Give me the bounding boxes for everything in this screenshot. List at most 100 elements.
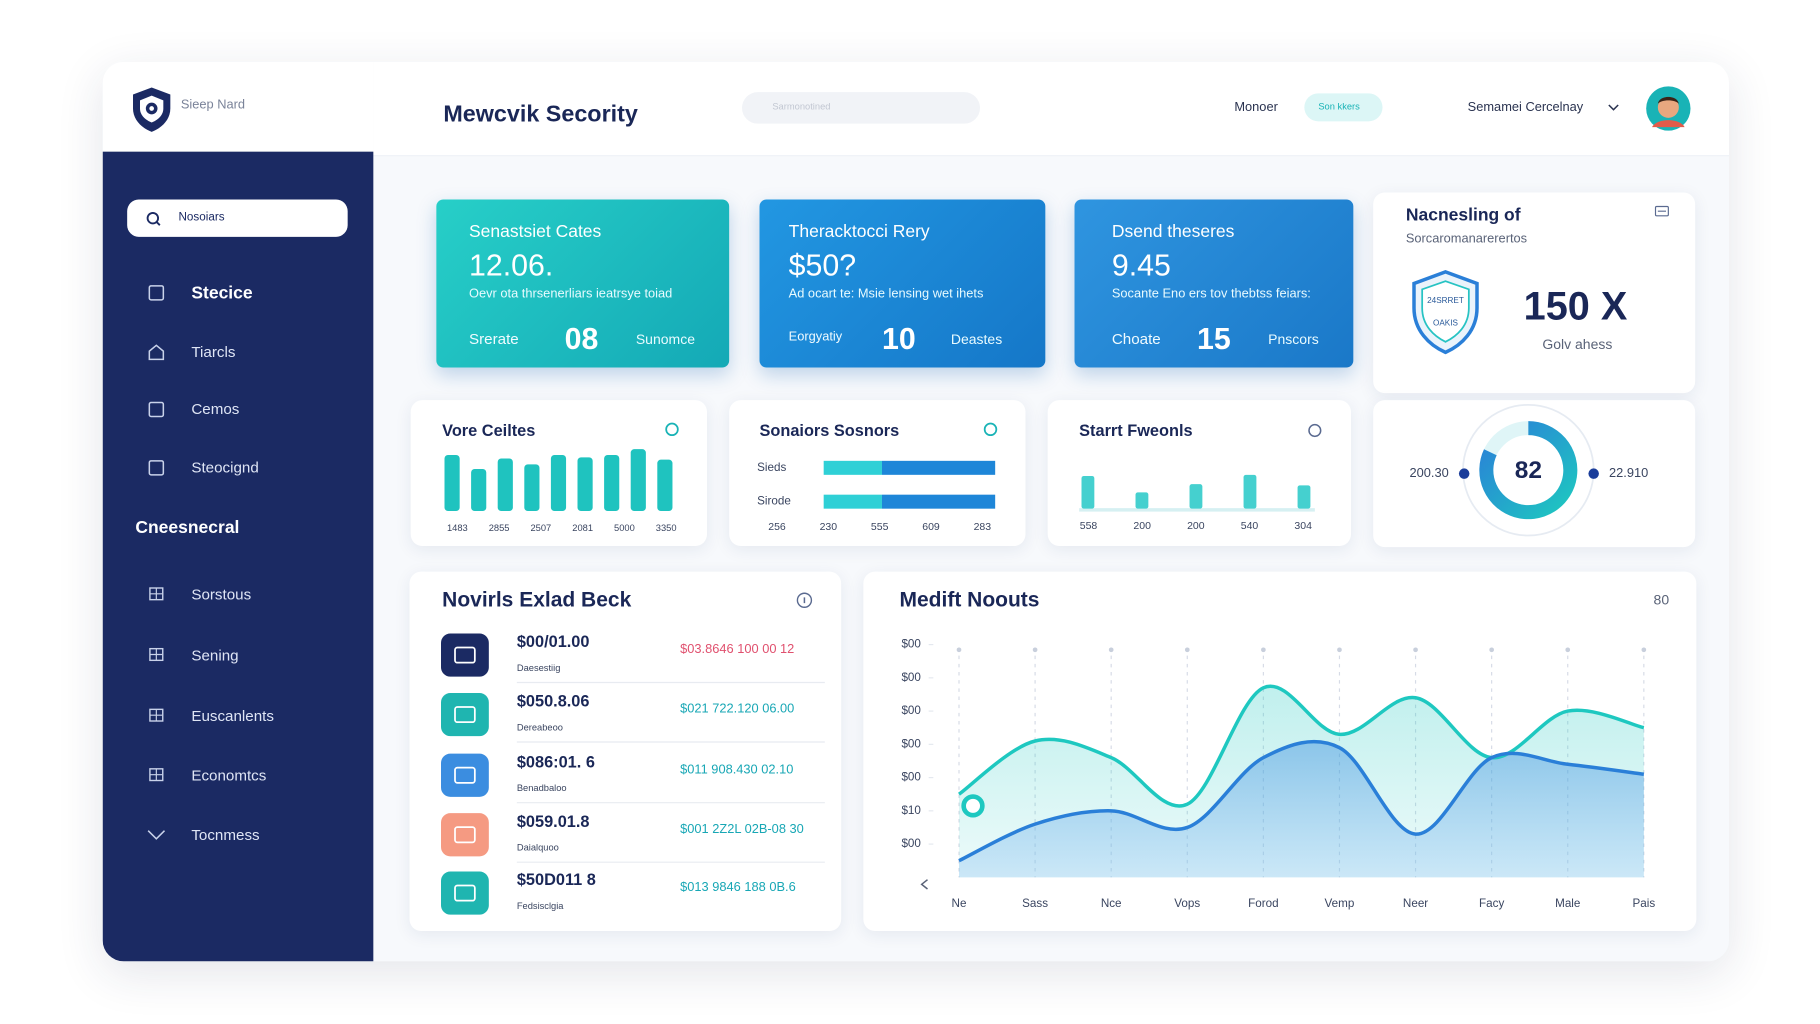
transactions-card	[409, 571, 842, 932]
header	[373, 61, 1730, 157]
bar	[1081, 476, 1095, 509]
sidebar-item[interactable]: Tiarcls	[191, 343, 236, 361]
card-icon[interactable]	[1308, 423, 1322, 438]
axis-label: 3350	[656, 523, 677, 533]
bar	[577, 457, 593, 512]
tx-amount: $050.8.06	[517, 693, 590, 711]
sidebar	[102, 151, 374, 962]
donut-right: 22.910	[1609, 465, 1648, 480]
tx-detail: $011 908.430 02.10	[680, 761, 793, 776]
line	[957, 684, 1645, 808]
menu-icon	[147, 830, 166, 840]
stat-card[interactable]	[1074, 199, 1354, 368]
card-icon[interactable]	[665, 422, 679, 437]
menu-icon[interactable]	[1654, 205, 1669, 218]
bar	[1297, 485, 1311, 509]
menu-icon	[150, 768, 163, 781]
tx-amount: $50D011 8	[517, 871, 596, 889]
grid-dot	[1184, 647, 1190, 653]
bar	[497, 458, 513, 512]
stat-value: $50?	[788, 247, 857, 283]
row-label: Sirode	[757, 495, 791, 508]
brand: Sieep Nard	[180, 98, 246, 113]
card-icon[interactable]	[983, 422, 998, 437]
sidebar-item[interactable]: Steocignd	[191, 458, 259, 477]
axis-label: 200	[1187, 520, 1205, 532]
axis-label: 2855	[489, 523, 510, 533]
tx-icon	[441, 693, 489, 737]
avatar[interactable]	[1645, 85, 1692, 132]
point-marker	[961, 794, 985, 818]
chart-card	[1047, 400, 1352, 547]
axis-label: 256	[768, 521, 786, 533]
sidebar-item[interactable]: Cemos	[191, 400, 240, 418]
tx-amount: $086:01. 6	[517, 753, 595, 771]
donut-value: 82	[1515, 457, 1542, 484]
axis-label: 2081	[572, 523, 593, 533]
axis-label: 2507	[530, 523, 551, 533]
bar	[524, 464, 540, 512]
x-tick-label: Vops	[1174, 897, 1200, 910]
tx-sub: Daesestiig	[517, 663, 561, 673]
tx-icon-glyph	[454, 646, 476, 664]
menu-icon	[149, 708, 164, 722]
menu-icon	[148, 344, 165, 361]
shield-value: 150 X	[1523, 284, 1628, 330]
stat-title: Senastsiet Cates	[469, 221, 602, 242]
grid-dot	[1261, 647, 1266, 653]
stat-left: Srerate	[469, 330, 519, 348]
sidebar-search-text: Nosoiars	[178, 211, 225, 225]
card-title: Medift Noouts	[900, 588, 1040, 611]
x-tick-label: Male	[1555, 897, 1580, 910]
user-name[interactable]: Semamei Cercelnay	[1467, 100, 1584, 115]
axis-label: 200	[1133, 520, 1151, 532]
shield-caption: Golv ahess	[1542, 336, 1613, 353]
sidebar-item[interactable]: Sening	[191, 646, 239, 664]
menu-icon	[149, 768, 164, 782]
stat-value: 9.45	[1111, 247, 1171, 283]
sidebar-item[interactable]: Economtcs	[191, 766, 267, 785]
tx-detail: $001 2Z2L 02B-08 30	[680, 821, 804, 836]
grid-dot	[1032, 647, 1038, 653]
tx-icon-glyph	[454, 766, 476, 784]
sidebar-item[interactable]: Tocnmess	[191, 826, 260, 844]
axis-label: 558	[1080, 520, 1098, 532]
x-tick-label: Vemp	[1325, 897, 1355, 910]
stat-desc: Socante Eno ers tov thebtss feiars:	[1111, 287, 1311, 302]
stat-card[interactable]	[759, 199, 1046, 368]
nav-pill[interactable]: Son kkers	[1304, 93, 1383, 122]
grid-dot	[1565, 647, 1571, 653]
bar-segment	[881, 460, 996, 475]
sidebar-section: Cneesnecral	[135, 518, 240, 538]
x-tick-label: Pais	[1632, 897, 1655, 910]
nav-link[interactable]: Monoer	[1234, 100, 1278, 115]
bar-segment	[823, 460, 882, 475]
prev-arrow[interactable]	[920, 879, 928, 890]
bar	[1243, 474, 1257, 509]
menu-icon	[150, 709, 163, 722]
bar	[604, 455, 620, 512]
x-tick-label: Ne	[952, 897, 967, 910]
axis-label: 5000	[614, 523, 635, 533]
x-tick-label: Sass	[1022, 897, 1048, 910]
axis-label: 304	[1294, 520, 1312, 532]
sidebar-item[interactable]: Euscanlents	[191, 707, 274, 725]
menu-icon	[149, 647, 164, 662]
search-placeholder: Sarmonotined	[772, 101, 831, 113]
sidebar-search[interactable]: Nosoiars	[127, 199, 348, 237]
sidebar-item[interactable]: Stecice	[191, 283, 253, 304]
stat-card[interactable]	[436, 199, 730, 368]
stat-left: Eorgyatiy	[788, 330, 843, 345]
tx-icon	[441, 633, 489, 677]
axis-label: 540	[1241, 520, 1259, 532]
info-icon[interactable]	[796, 592, 814, 610]
stat-desc: Ad ocart te: Msie lensing wet ihets	[788, 287, 984, 302]
tx-icon-glyph	[454, 826, 476, 844]
search-box[interactable]: Sarmonotined	[742, 92, 981, 124]
stat-count: 10	[882, 320, 916, 356]
tx-sub: Benadbaloo	[517, 783, 567, 793]
bar	[1189, 484, 1203, 509]
sidebar-item[interactable]: Sorstous	[191, 585, 252, 604]
logo-icon	[133, 87, 171, 132]
y-tick-label: $10	[901, 804, 921, 817]
